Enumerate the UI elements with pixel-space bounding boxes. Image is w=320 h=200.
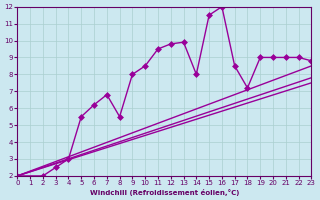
X-axis label: Windchill (Refroidissement éolien,°C): Windchill (Refroidissement éolien,°C) (90, 189, 239, 196)
